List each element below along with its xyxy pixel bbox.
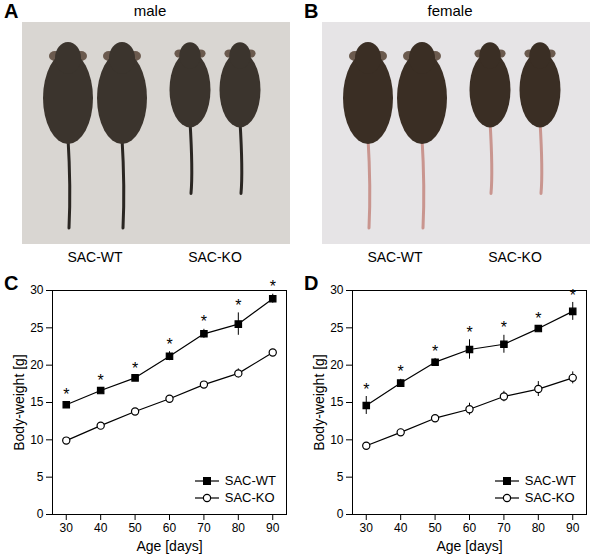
svg-text:*: *	[63, 386, 69, 403]
html-text:female: female	[427, 2, 473, 19]
svg-text:Body-weight [g]: Body-weight [g]	[11, 354, 27, 451]
svg-text:*: *	[166, 336, 172, 353]
svg-text:*: *	[466, 324, 472, 341]
svg-text:15: 15	[30, 395, 44, 409]
svg-text:70: 70	[497, 521, 511, 535]
svg-text:60: 60	[463, 521, 477, 535]
html-text:SAC-WT: SAC-WT	[524, 473, 576, 488]
svg-text:25: 25	[30, 321, 44, 335]
svg-text:20: 20	[330, 358, 344, 372]
svg-text:90: 90	[266, 521, 280, 535]
svg-text:30: 30	[330, 283, 344, 297]
svg-text:SAC-WT: SAC-WT	[67, 249, 123, 265]
svg-text:80: 80	[232, 521, 246, 535]
html-text:male: male	[133, 2, 167, 19]
svg-text:*: *	[270, 278, 276, 295]
svg-text:*: *	[98, 372, 104, 389]
svg-text:90: 90	[566, 521, 580, 535]
svg-text:SAC-KO: SAC-KO	[188, 249, 242, 265]
svg-text:40: 40	[394, 521, 408, 535]
svg-text:*: *	[235, 297, 241, 314]
svg-text:50: 50	[428, 521, 442, 535]
svg-text:30: 30	[30, 283, 44, 297]
svg-text:70: 70	[197, 521, 211, 535]
svg-text:*: *	[432, 343, 438, 360]
html-text:SAC-KO: SAC-KO	[224, 490, 275, 505]
svg-text:Body-weight [g]: Body-weight [g]	[311, 354, 327, 451]
html-text:SAC-WT: SAC-WT	[224, 473, 276, 488]
svg-text:50: 50	[128, 521, 142, 535]
svg-text:40: 40	[94, 521, 108, 535]
svg-text:*: *	[201, 313, 207, 330]
svg-text:*: *	[535, 310, 541, 327]
html-text:C: C	[4, 272, 19, 294]
svg-text:5: 5	[337, 470, 344, 484]
html-text:D: D	[304, 272, 319, 294]
svg-text:*: *	[398, 363, 404, 380]
html-text:B: B	[304, 0, 319, 22]
svg-text:0: 0	[337, 507, 344, 521]
svg-text:0: 0	[37, 507, 44, 521]
svg-text:30: 30	[60, 521, 74, 535]
svg-text:15: 15	[330, 395, 344, 409]
svg-text:SAC-WT: SAC-WT	[367, 249, 423, 265]
svg-text:SAC-KO: SAC-KO	[488, 249, 542, 265]
svg-text:25: 25	[330, 321, 344, 335]
svg-text:*: *	[570, 287, 576, 304]
svg-text:Age [days]: Age [days]	[136, 538, 202, 554]
svg-text:Age [days]: Age [days]	[436, 538, 502, 554]
svg-text:80: 80	[532, 521, 546, 535]
html-text:SAC-KO: SAC-KO	[524, 490, 575, 505]
svg-text:10: 10	[30, 433, 44, 447]
html-text:A: A	[4, 0, 19, 22]
svg-text:*: *	[132, 360, 138, 377]
svg-text:5: 5	[37, 470, 44, 484]
svg-text:*: *	[501, 319, 507, 336]
svg-text:*: *	[363, 381, 369, 398]
svg-text:30: 30	[360, 521, 374, 535]
svg-text:20: 20	[30, 358, 44, 372]
svg-text:60: 60	[163, 521, 177, 535]
svg-text:10: 10	[330, 433, 344, 447]
